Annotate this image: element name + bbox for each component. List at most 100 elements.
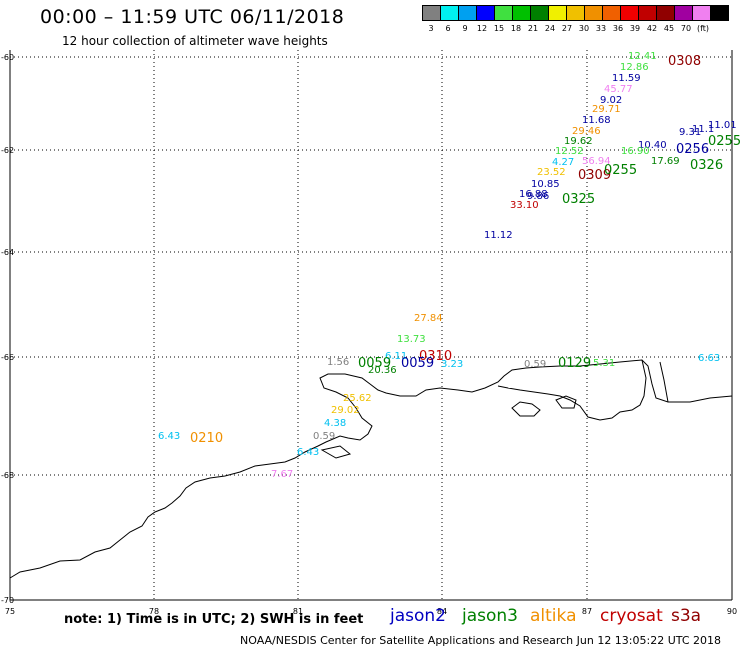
scale-swatch [566, 5, 585, 21]
wave-height-label: 13.73 [397, 334, 426, 345]
scale-swatch [638, 5, 657, 21]
coastline-spur [659, 361, 669, 403]
pass-time-label: 0255 [708, 134, 740, 149]
coastline [9, 359, 733, 579]
scale-swatch [512, 5, 531, 21]
wave-height-label: 23.52 [537, 167, 566, 178]
scale-swatch [674, 5, 693, 21]
scale-label: 15 [493, 24, 505, 33]
legend-cryosat: cryosat [600, 606, 663, 626]
wave-height-label: 0.59 [313, 431, 335, 442]
wave-height-label: 5.31 [593, 358, 615, 369]
wave-height-label: 11.01 [708, 120, 737, 131]
y-tick-label: -62 [1, 146, 14, 155]
wave-height-label: 29.46 [572, 126, 601, 137]
wave-height-label: 25.62 [343, 393, 372, 404]
pass-time-label: 0129 [558, 356, 591, 371]
y-tick-label: -70 [1, 596, 14, 605]
pass-time-label: 0308 [668, 54, 701, 69]
pass-time-label: 0310 [419, 349, 452, 364]
map-grid [10, 50, 732, 600]
pass-time-label: 0325 [562, 192, 595, 207]
y-tick-label: -60 [1, 53, 14, 62]
scale-swatch [530, 5, 549, 21]
wave-height-label: 45.77 [604, 84, 633, 95]
scale-label: 24 [544, 24, 556, 33]
wave-height-label: 33.10 [510, 200, 539, 211]
island [320, 445, 352, 459]
legend-jason3: jason3 [462, 606, 518, 626]
pass-time-label: 0326 [690, 158, 723, 173]
scale-swatch [458, 5, 477, 21]
y-tick-label: -66 [1, 353, 14, 362]
pass-time-label: 0059 [358, 356, 391, 371]
wave-height-label: 27.84 [414, 313, 443, 324]
wave-height-label: 3.23 [441, 359, 463, 370]
scale-label: 30 [578, 24, 590, 33]
scale-label: 33 [595, 24, 607, 33]
color-scale: 3 6 9 12 15 18 21 24 27 30 33 36 39 42 45 70 (ft) [422, 5, 729, 33]
scale-swatch [692, 5, 711, 21]
wave-height-label: 29.02 [331, 405, 360, 416]
wave-height-label: 6.43 [297, 447, 319, 458]
map-frame [9, 50, 733, 601]
wave-height-label: 19.62 [564, 136, 593, 147]
x-tick-label: 84 [437, 607, 447, 616]
x-tick-label: 78 [149, 607, 159, 616]
scale-swatch [656, 5, 675, 21]
scale-label: 36 [612, 24, 624, 33]
wave-height-label: 12.86 [620, 62, 649, 73]
x-tick-label: 87 [582, 607, 592, 616]
wave-height-label: 4.38 [324, 418, 346, 429]
x-tick-label: 81 [293, 607, 303, 616]
x-tick-label: 90 [727, 607, 737, 616]
wave-height-label: 9.31 [679, 127, 701, 138]
scale-label: 21 [527, 24, 539, 33]
axis-ticks: 75 78 81 84 87 90 -60 -62 -64 -66 -68 -70 [1, 53, 737, 616]
wave-height-label: 12.41 [628, 51, 657, 62]
scale-label: 18 [510, 24, 522, 33]
wave-height-label: 9.86 [527, 191, 549, 202]
pass-time-label: 0210 [190, 431, 223, 446]
page-title: 00:00 – 11:59 UTC 06/11/2018 [40, 6, 345, 28]
wave-height-label: 0.59 [524, 359, 546, 370]
wave-height-label: 1.56 [327, 357, 349, 368]
y-tick-label: -68 [1, 471, 14, 480]
wave-height-label: 11.1 [692, 124, 714, 135]
pass-time-label: 0255 [604, 163, 637, 178]
scale-swatch [476, 5, 495, 21]
wave-height-label: 6.63 [698, 353, 720, 364]
island [511, 401, 541, 417]
wave-height-label: 11.12 [484, 230, 513, 241]
scale-label: 70 [680, 24, 692, 33]
wave-height-label: 9.02 [600, 95, 622, 106]
footer-note: note: 1) Time is in UTC; 2) SWH is in fe… [64, 612, 364, 627]
wave-height-label: 11.68 [582, 115, 611, 126]
scale-swatch [494, 5, 513, 21]
scale-swatch [710, 5, 729, 21]
scale-swatch [422, 5, 441, 21]
legend-altika: altika [530, 606, 577, 626]
wave-height-label: 16.90 [621, 146, 650, 157]
wave-height-label: 7.67 [271, 469, 293, 480]
legend-s3a: s3a [671, 606, 702, 626]
wave-height-label: 4.27 [552, 157, 574, 168]
island [555, 395, 577, 409]
scale-label: 3 [428, 24, 434, 33]
scale-label: 39 [629, 24, 641, 33]
scale-label: 12 [476, 24, 488, 33]
wave-height-label: 12.52 [555, 146, 584, 157]
scale-label: (ft) [696, 24, 710, 33]
wave-height-label: 10.40 [638, 140, 667, 151]
wave-height-label: 16.88 [519, 189, 548, 200]
coastline-inlet [497, 359, 647, 421]
page-subtitle: 12 hour collection of altimeter wave hei… [62, 34, 328, 48]
y-tick-label: -64 [1, 248, 14, 257]
wave-height-label: 6.11 [385, 351, 407, 362]
wave-height-label: 20.36 [368, 365, 397, 376]
scale-swatch [620, 5, 639, 21]
wave-height-label: 56.94 [582, 156, 611, 167]
legend-jason2: jason2 [390, 606, 446, 626]
scale-label: 6 [445, 24, 451, 33]
